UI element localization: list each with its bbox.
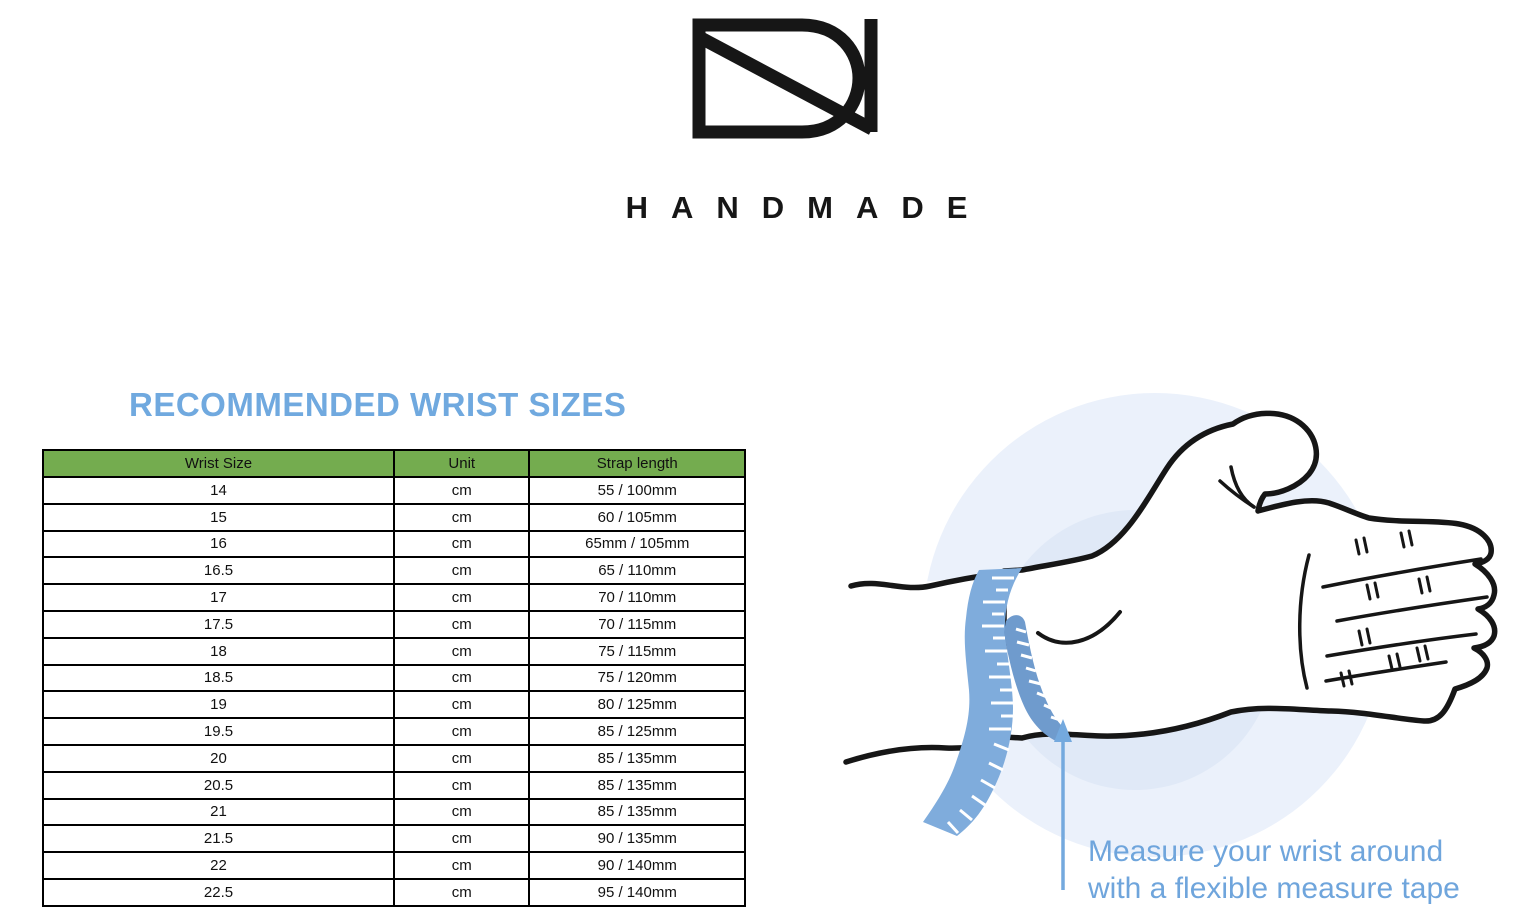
table-row: 18 cm 75 / 115mm — [42, 636, 746, 666]
table-cell: cm — [392, 770, 531, 800]
table-cell: 18 — [42, 636, 395, 666]
column-header-wrist-size: Wrist Size — [42, 449, 395, 478]
table-cell: 95 / 140mm — [528, 877, 746, 907]
table-row: 19 cm 80 / 125mm — [42, 690, 746, 720]
table-cell: 17.5 — [42, 609, 395, 639]
table-row: 21.5 cm 90 / 135mm — [42, 824, 746, 854]
table-cell: 22.5 — [42, 877, 395, 907]
table-cell: 22 — [42, 851, 395, 880]
page-title: RECOMMENDED WRIST SIZES — [129, 386, 627, 423]
table-row: 16 cm 65mm / 105mm — [42, 529, 746, 559]
forearm-shape — [846, 574, 1004, 761]
table-cell: 20 — [42, 743, 395, 773]
table-cell: 80 / 125mm — [528, 690, 746, 720]
table-row: 16.5 cm 65 / 110mm — [42, 556, 746, 586]
measure-caption-line2: with a flexible measure tape — [1088, 872, 1460, 905]
table-cell: cm — [392, 877, 531, 907]
table-cell: 85 / 135mm — [528, 770, 746, 800]
table-cell: cm — [392, 502, 531, 532]
measuring-tape — [923, 568, 1066, 836]
table-row: 14 cm 55 / 100mm — [42, 476, 746, 505]
table-cell: cm — [392, 717, 531, 746]
table-cell: 19 — [42, 690, 395, 720]
table-row: 19.5 cm 85 / 125mm — [42, 717, 746, 746]
table-cell: cm — [392, 476, 531, 505]
table-row: 17 cm 70 / 110mm — [42, 583, 746, 612]
table-cell: 17 — [42, 583, 395, 612]
table-row: 20 cm 85 / 135mm — [42, 743, 746, 773]
table-cell: 85 / 125mm — [528, 717, 746, 746]
table-cell: 65 / 110mm — [528, 556, 746, 586]
table-row: 22 cm 90 / 140mm — [42, 851, 746, 880]
wrist-size-table: Wrist Size Unit Strap length 14 cm 55 / 10… — [42, 449, 746, 907]
table-row: 15 cm 60 / 105mm — [42, 502, 746, 532]
table-cell: 85 / 135mm — [528, 797, 746, 827]
wrist-measurement-illustration — [843, 393, 1498, 890]
hand-creases — [1036, 465, 1489, 690]
knuckle-hash-marks — [1339, 529, 1432, 688]
dn-monogram-icon — [692, 18, 878, 139]
table-header-row: Wrist Size Unit Strap length — [42, 449, 746, 478]
table-cell: 19.5 — [42, 717, 395, 746]
table-cell: 20.5 — [42, 770, 395, 800]
table-cell: 55 / 100mm — [528, 476, 746, 505]
table-cell: cm — [392, 797, 531, 827]
tape-band — [923, 568, 1022, 836]
table-cell: cm — [392, 529, 531, 559]
table-cell: 16 — [42, 529, 395, 559]
table-cell: 18.5 — [42, 663, 395, 693]
hand-shape — [1001, 410, 1498, 741]
table-cell: 21.5 — [42, 824, 395, 854]
measure-caption-line1: Measure your wrist around — [1088, 835, 1444, 868]
table-row: 18.5 cm 75 / 120mm — [42, 663, 746, 693]
table-cell: 60 / 105mm — [528, 502, 746, 532]
table-cell: 75 / 115mm — [528, 636, 746, 666]
table-cell: 75 / 120mm — [528, 663, 746, 693]
up-arrow-icon — [1054, 719, 1072, 890]
table-cell: 70 / 110mm — [528, 583, 746, 612]
table-cell: 16.5 — [42, 556, 395, 586]
table-cell: cm — [392, 690, 531, 720]
table-cell: cm — [392, 556, 531, 586]
column-header-unit: Unit — [392, 449, 531, 478]
table-cell: cm — [392, 743, 531, 773]
table-cell: cm — [392, 663, 531, 693]
brand-name: HANDMADE — [625, 190, 991, 225]
table-cell: 14 — [42, 476, 395, 505]
table-cell: 70 / 115mm — [528, 609, 746, 639]
table-cell: 15 — [42, 502, 395, 532]
column-header-strap-length: Strap length — [528, 449, 746, 478]
table-cell: cm — [392, 583, 531, 612]
table-cell: cm — [392, 609, 531, 639]
measure-caption: Measure your wrist around with a flexibl… — [1088, 833, 1460, 907]
tape-tick-marks — [946, 576, 1061, 835]
table-row: 20.5 cm 85 / 135mm — [42, 770, 746, 800]
table-cell: 65mm / 105mm — [528, 529, 746, 559]
table-cell: cm — [392, 636, 531, 666]
table-row: 22.5 cm 95 / 140mm — [42, 877, 746, 907]
table-cell: 90 / 135mm — [528, 824, 746, 854]
table-row: 17.5 cm 70 / 115mm — [42, 609, 746, 639]
table-cell: 90 / 140mm — [528, 851, 746, 880]
table-cell: 21 — [42, 797, 395, 827]
table-row: 21 cm 85 / 135mm — [42, 797, 746, 827]
table-cell: cm — [392, 851, 531, 880]
table-cell: cm — [392, 824, 531, 854]
table-cell: 85 / 135mm — [528, 743, 746, 773]
